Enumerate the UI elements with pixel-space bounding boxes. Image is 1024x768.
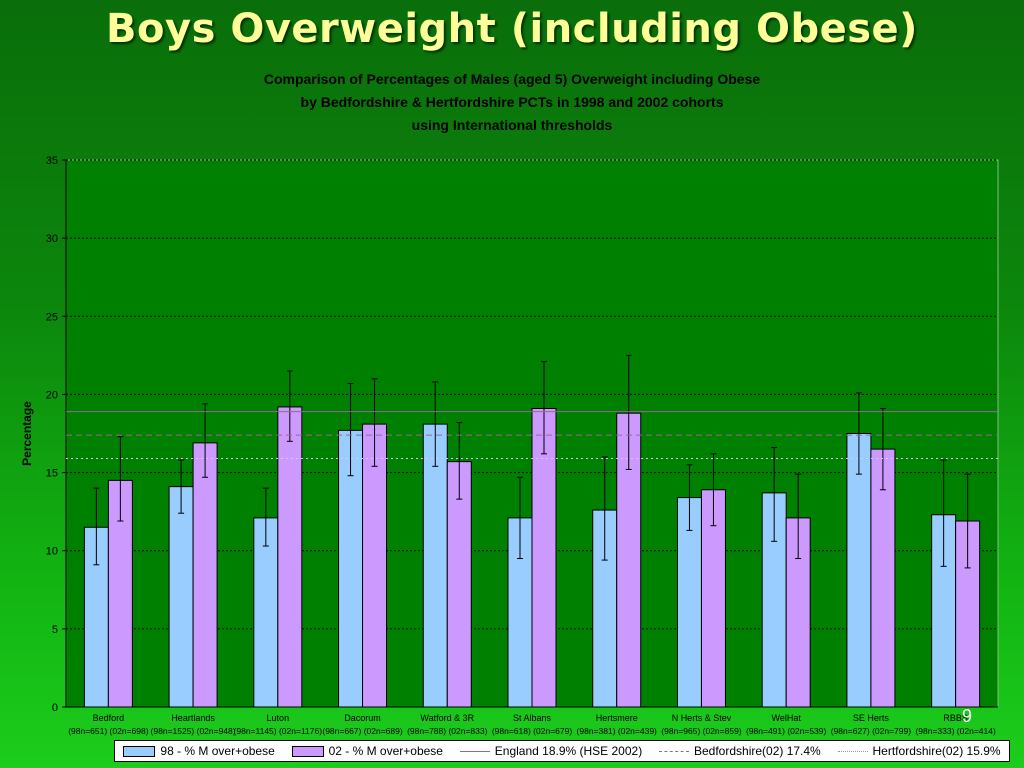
legend-entry-98: 98 - % M over+obese [123, 744, 275, 758]
legend-line-england [459, 750, 490, 752]
x-category-sublabel: (98n=1525) (02n=948) [151, 726, 236, 736]
y-tick-label: 5 [52, 624, 58, 636]
x-category-label: Hertsmere [596, 713, 638, 723]
legend-label-02: 02 - % M over+obese [328, 744, 443, 758]
legend-label-hertfordshire: Hertfordshire(02) 15.9% [872, 744, 1001, 758]
legend-entry-bedfordshire: Bedfordshire(02) 17.4% [658, 744, 821, 758]
bar-02 [870, 448, 896, 708]
x-category-sublabel: (98n=491) (02n=539) [746, 726, 827, 736]
x-category-label: Heartlands [171, 713, 215, 723]
y-tick-label: 35 [46, 155, 58, 167]
legend-entry-england: England 18.9% (HSE 2002) [459, 744, 643, 758]
legend-swatch-98 [123, 745, 156, 757]
y-axis-label: Percentage [20, 401, 34, 466]
x-category-sublabel: (98n=651) (02n=698) [68, 726, 149, 736]
y-tick-label: 0 [52, 702, 58, 714]
x-category-sublabel: (98n=667) (02n=689) [322, 726, 403, 736]
x-category-label: WelHat [772, 713, 802, 723]
x-category-label: Watford & 3R [420, 713, 474, 723]
legend-entry-hertfordshire: Hertfordshire(02) 15.9% [837, 744, 1001, 758]
x-category-sublabel: (98n=333) (02n=414) [915, 726, 996, 736]
x-category-sublabel: (98n=965) (02n=859) [661, 726, 742, 736]
y-tick-label: 25 [46, 311, 58, 323]
legend-entry-02: 02 - % M over+obese [291, 744, 443, 758]
x-category-sublabel: (98n=788) (02n=833) [407, 726, 488, 736]
x-category-label: St Albans [513, 713, 552, 723]
slide-title: Boys Overweight (including Obese) [106, 6, 918, 52]
x-category-label: Dacorum [344, 713, 381, 723]
x-category-label: N Herts & Stev [672, 713, 732, 723]
y-tick-label: 20 [46, 389, 58, 401]
legend-label-98: 98 - % M over+obese [160, 744, 275, 758]
legend-line-hertfordshire [837, 750, 868, 752]
bar-98 [338, 429, 364, 708]
chart-subtitle-line-1: Comparison of Percentages of Males (aged… [263, 71, 761, 87]
y-tick-label: 15 [46, 468, 58, 480]
x-category-label: SE Herts [853, 713, 890, 723]
bar-98 [168, 486, 194, 708]
x-category-label: Luton [267, 713, 290, 723]
chart-legend: 98 - % M over+obese 02 - % M over+obese … [114, 740, 1010, 762]
x-category-sublabel: (98n=1145) (02n=1176) [234, 726, 323, 736]
bar-02 [446, 461, 472, 708]
bar-98 [253, 517, 279, 708]
x-category-sublabel: (98n=381) (02n=439) [577, 726, 658, 736]
legend-swatch-02 [291, 745, 324, 757]
bar-02 [192, 442, 218, 708]
slide-number: 9 [962, 706, 973, 726]
x-category-sublabel: (98n=618) (02n=679) [492, 726, 573, 736]
legend-label-bedfordshire: Bedfordshire(02) 17.4% [693, 744, 821, 758]
y-tick-label: 10 [46, 546, 58, 558]
x-category-label: Bedford [93, 713, 125, 723]
legend-line-bedfordshire [658, 750, 689, 752]
x-category-sublabel: (98n=627) (02n=799) [831, 726, 912, 736]
bar-02 [362, 423, 388, 708]
bar-98 [676, 497, 702, 708]
x-category-label: RBBS [943, 713, 968, 723]
legend-label-england: England 18.9% (HSE 2002) [494, 744, 643, 758]
bar-98 [422, 423, 448, 708]
chart-subtitle-line-2: by Bedfordshire & Hertfordshire PCTs in … [300, 94, 724, 110]
bar-02 [277, 406, 303, 708]
chart-subtitle-line-3: using International thresholds [411, 117, 613, 133]
y-tick-label: 30 [46, 233, 58, 245]
